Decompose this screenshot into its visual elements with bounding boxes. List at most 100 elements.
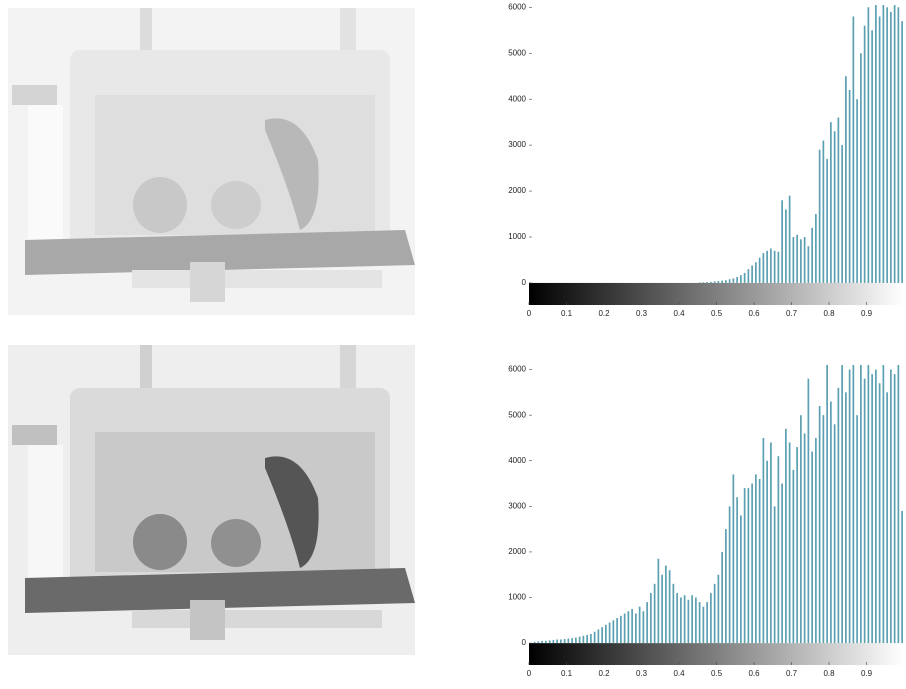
bar bbox=[725, 529, 727, 643]
bar bbox=[853, 16, 855, 282]
bar bbox=[894, 374, 896, 643]
bar bbox=[699, 602, 701, 643]
y-tick-label: 6000 bbox=[508, 365, 526, 374]
bar bbox=[770, 248, 772, 282]
bar bbox=[796, 235, 798, 283]
bar bbox=[826, 159, 828, 283]
bar bbox=[890, 12, 892, 283]
bar bbox=[815, 438, 817, 643]
bar bbox=[898, 7, 900, 283]
bar bbox=[643, 611, 645, 643]
x-tick-label: 0.2 bbox=[598, 669, 610, 678]
x-tick-label: 0.3 bbox=[636, 669, 648, 678]
bar bbox=[579, 637, 581, 643]
bar bbox=[781, 200, 783, 283]
y-tick-label: 2000 bbox=[508, 547, 526, 556]
y-tick-label: 0 bbox=[522, 278, 527, 287]
bar bbox=[845, 76, 847, 283]
bar bbox=[751, 265, 753, 282]
bar bbox=[774, 251, 776, 283]
x-tick-label: 0.4 bbox=[673, 669, 685, 678]
bar bbox=[849, 370, 851, 644]
x-tick-label: 0.9 bbox=[861, 669, 873, 678]
bar bbox=[770, 443, 772, 644]
bar bbox=[553, 640, 555, 643]
bar bbox=[864, 379, 866, 643]
bar bbox=[609, 623, 611, 644]
bar bbox=[793, 237, 795, 283]
bar bbox=[823, 141, 825, 283]
photo bbox=[8, 8, 415, 315]
bar bbox=[894, 5, 896, 283]
bar bbox=[740, 515, 742, 643]
bar bbox=[811, 452, 813, 643]
bar bbox=[883, 365, 885, 643]
plot-background bbox=[529, 365, 904, 665]
y-tick-label: 5000 bbox=[508, 48, 526, 57]
bar bbox=[534, 642, 536, 643]
bar bbox=[860, 53, 862, 283]
bar bbox=[763, 253, 765, 283]
bar bbox=[628, 611, 630, 643]
bar bbox=[586, 635, 588, 643]
bar bbox=[564, 639, 566, 643]
bar bbox=[706, 282, 708, 283]
bar bbox=[538, 641, 540, 643]
bar bbox=[819, 406, 821, 643]
bar bbox=[748, 488, 750, 643]
y-tick-label: 5000 bbox=[508, 410, 526, 419]
bar bbox=[733, 474, 735, 643]
x-tick-label: 0.7 bbox=[786, 669, 798, 678]
bar bbox=[755, 474, 757, 643]
bar bbox=[830, 122, 832, 283]
bar bbox=[590, 634, 592, 643]
bar bbox=[703, 282, 705, 283]
bar bbox=[879, 16, 881, 282]
colorbar bbox=[529, 643, 904, 665]
y-tick-label: 2000 bbox=[508, 186, 526, 195]
bar bbox=[721, 552, 723, 643]
y-tick-label: 6000 bbox=[508, 2, 526, 11]
bar bbox=[688, 600, 690, 643]
bar bbox=[601, 627, 603, 643]
x-tick-label: 0.9 bbox=[861, 309, 873, 318]
bar bbox=[703, 607, 705, 643]
y-tick-label: 1000 bbox=[508, 232, 526, 241]
bar bbox=[568, 639, 570, 644]
x-tick-label: 0.1 bbox=[561, 309, 573, 318]
x-tick-label: 0.8 bbox=[823, 309, 835, 318]
bar bbox=[680, 598, 682, 644]
bar bbox=[669, 570, 671, 643]
bar bbox=[721, 281, 723, 283]
bar bbox=[823, 415, 825, 643]
bar bbox=[883, 5, 885, 283]
bar bbox=[676, 593, 678, 643]
bar bbox=[864, 26, 866, 283]
bar bbox=[815, 214, 817, 283]
bar bbox=[639, 607, 641, 643]
bar bbox=[751, 484, 753, 644]
bar bbox=[714, 584, 716, 643]
bar bbox=[875, 370, 877, 644]
bar bbox=[736, 497, 738, 643]
bar bbox=[838, 118, 840, 283]
bar bbox=[556, 639, 558, 643]
bar bbox=[898, 365, 900, 643]
bar bbox=[766, 251, 768, 283]
bar bbox=[706, 602, 708, 643]
bar bbox=[594, 632, 596, 643]
bar bbox=[549, 640, 551, 643]
bar bbox=[886, 7, 888, 283]
bar bbox=[781, 484, 783, 644]
bar bbox=[871, 30, 873, 283]
bar bbox=[624, 613, 626, 643]
bar bbox=[868, 7, 870, 283]
bar bbox=[853, 365, 855, 643]
bar bbox=[763, 438, 765, 643]
bar bbox=[774, 506, 776, 643]
x-tick-label: 0.1 bbox=[561, 669, 573, 678]
plot-background bbox=[529, 5, 904, 305]
bar bbox=[796, 447, 798, 643]
bar bbox=[830, 401, 832, 643]
bar bbox=[740, 275, 742, 283]
